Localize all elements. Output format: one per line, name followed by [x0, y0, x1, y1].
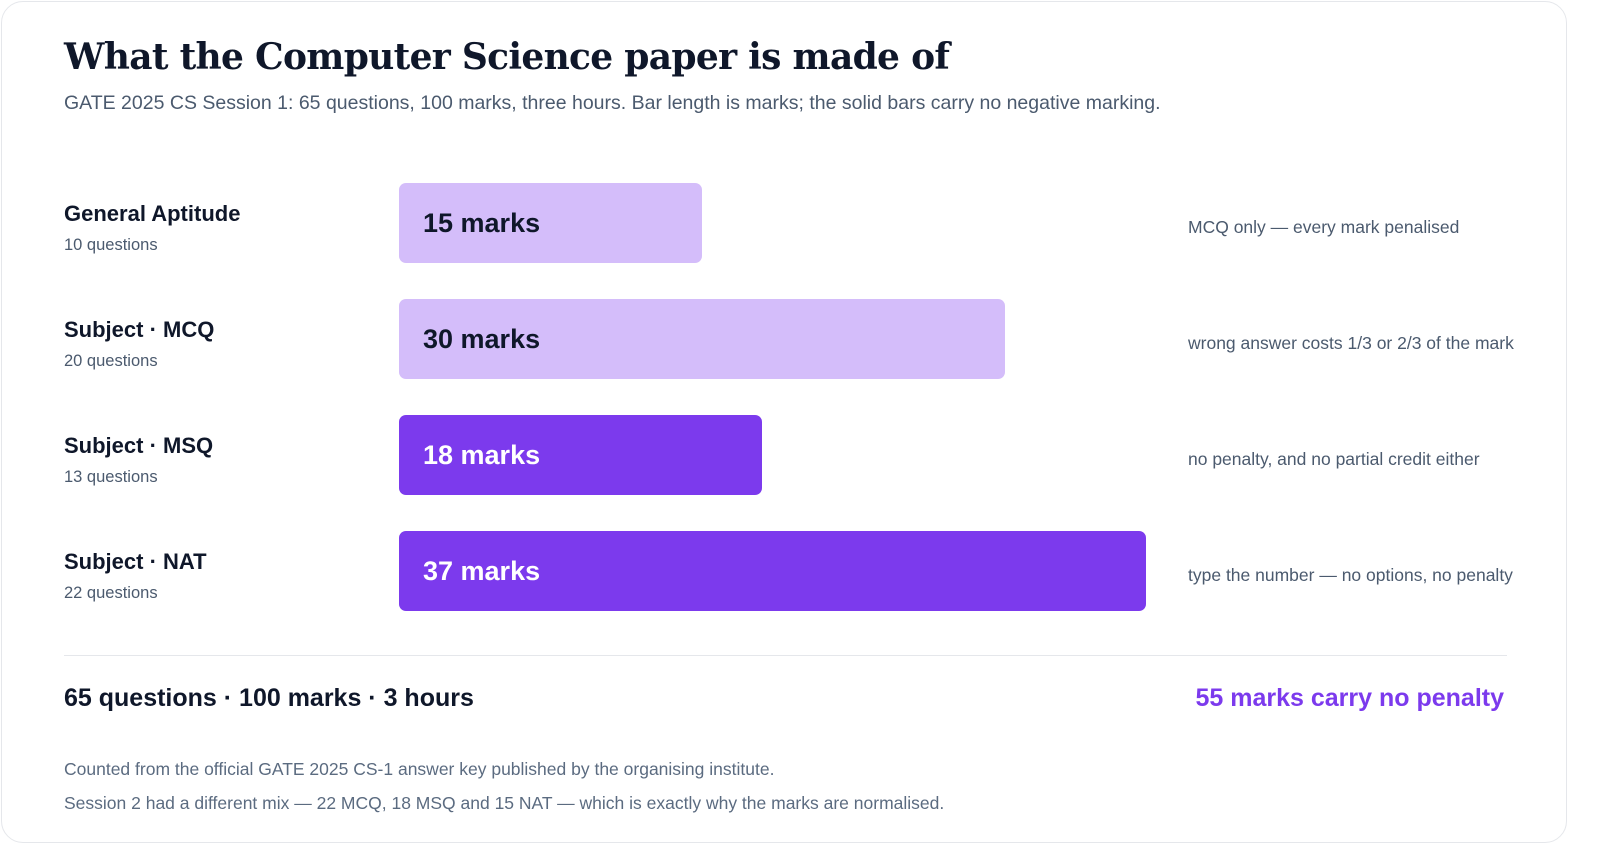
bar-subject-nat: 37 marks [399, 531, 1146, 611]
bar-value-label: 30 marks [423, 323, 541, 354]
row-label-subject-mcq: Subject · MCQ 20 questions [64, 317, 214, 371]
question-count: 22 questions [64, 584, 158, 602]
bar-value-label: 37 marks [423, 555, 541, 586]
footnote-session-2: Session 2 had a different mix — 22 MCQ, … [64, 793, 945, 813]
bar-value-label: 18 marks [423, 439, 541, 470]
note-subject-msq: no penalty, and no partial credit either [1188, 449, 1480, 469]
category-name: Subject · MCQ [64, 317, 215, 342]
chart-card: What the Computer Science paper is made … [1, 1, 1567, 843]
bar-subject-msq: 18 marks [399, 415, 762, 495]
row-label-subject-nat: Subject · NAT 22 questions [64, 549, 207, 603]
question-count: 20 questions [64, 352, 158, 370]
note-general-aptitude: MCQ only — every mark penalised [1188, 217, 1460, 237]
chart-subtitle: GATE 2025 CS Session 1: 65 questions, 10… [64, 92, 1161, 114]
divider [64, 655, 1507, 656]
note-subject-mcq: wrong answer costs 1/3 or 2/3 of the mar… [1188, 333, 1514, 353]
bar-general-aptitude: 15 marks [399, 183, 702, 263]
bar-subject-mcq: 30 marks [399, 299, 1005, 379]
row-label-general-aptitude: General Aptitude 10 questions [64, 201, 240, 255]
category-name: Subject · MSQ [64, 433, 214, 458]
summary-highlight: 55 marks carry no penalty [1195, 684, 1505, 712]
category-name: General Aptitude [64, 201, 241, 226]
question-count: 13 questions [64, 468, 158, 486]
note-subject-nat: type the number — no options, no penalty [1188, 565, 1513, 585]
question-count: 10 questions [64, 236, 158, 254]
row-label-subject-msq: Subject · MSQ 13 questions [64, 433, 213, 487]
summary-totals: 65 questions · 100 marks · 3 hours [64, 684, 474, 712]
footnote-source: Counted from the official GATE 2025 CS-1… [64, 759, 775, 779]
bar-value-label: 15 marks [423, 207, 541, 238]
category-name: Subject · NAT [64, 549, 207, 574]
chart-title: What the Computer Science paper is made … [64, 36, 950, 78]
